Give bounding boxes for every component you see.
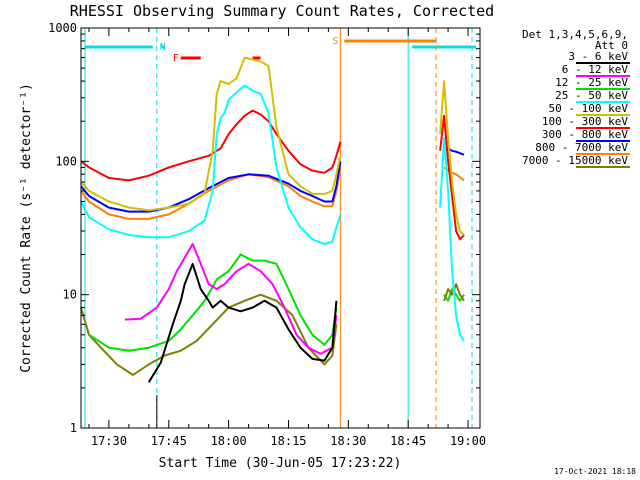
x-axis-label: Start Time (30-Jun-05 17:23:22) [159, 456, 402, 471]
legend-entry-label: 100 - 300 keV [542, 115, 628, 128]
y-tick-label: 100 [55, 154, 77, 168]
legend-entry-label: 50 - 100 keV [549, 102, 629, 115]
series-line-50-100-kev [80, 56, 342, 212]
series-line-300-800-kev [80, 161, 342, 213]
y-axis-label: Corrected Count Rate (s⁻¹ detector⁻¹) [19, 83, 34, 373]
legend-entry-label: 800 - 7000 keV [535, 141, 628, 154]
flag-label: S [332, 36, 338, 47]
series-line-100-300-kev-post-saa [439, 114, 465, 241]
y-tick-label: 10 [63, 288, 77, 302]
x-tick-label: 18:15 [270, 434, 306, 448]
legend-header: Det 1,3,4,5,6,9, [522, 28, 628, 41]
legend-entry-label: 3 - 6 keV [568, 50, 628, 63]
x-tick-label: 18:30 [330, 434, 366, 448]
series-line-3-6-kev [147, 262, 338, 383]
x-tick-label: 19:00 [450, 434, 486, 448]
series-line-100-300-kev [80, 109, 342, 182]
legend-entry-label: 7000 - 15000 keV [522, 154, 628, 167]
flag-label: N [160, 42, 166, 53]
x-tick-label: 17:30 [91, 434, 127, 448]
series-line-50-100-kev-post-saa [439, 80, 465, 236]
x-tick-label: 18:45 [390, 434, 426, 448]
x-tick-label: 18:00 [211, 434, 247, 448]
chart-title: RHESSI Observing Summary Count Rates, Co… [70, 2, 494, 20]
legend-entry-label: 25 - 50 keV [555, 89, 628, 102]
series-line-7000-15000-kev [80, 293, 338, 376]
legend-entry-label: 12 - 25 keV [555, 76, 628, 89]
series-line-25-50-kev [80, 84, 342, 245]
legend-entry-label: 300 - 800 keV [542, 128, 628, 141]
series-line-800-7000-kev [80, 167, 342, 220]
series-line-6-12-kev [124, 243, 338, 355]
footer-timestamp: 17-Oct-2021 18:18 [554, 467, 636, 476]
x-tick-label: 17:45 [151, 434, 187, 448]
flag-label: F [173, 53, 179, 64]
plot-frame [80, 27, 481, 429]
legend-header: Att 0 [595, 39, 628, 52]
y-tick-label: 1 [70, 421, 77, 435]
series-line-25-50-kev-post-saa [439, 136, 465, 342]
y-tick-label: 1000 [48, 21, 77, 35]
series-line-12-25-kev [88, 253, 338, 352]
legend-entry-label: 6 - 12 keV [562, 63, 629, 76]
